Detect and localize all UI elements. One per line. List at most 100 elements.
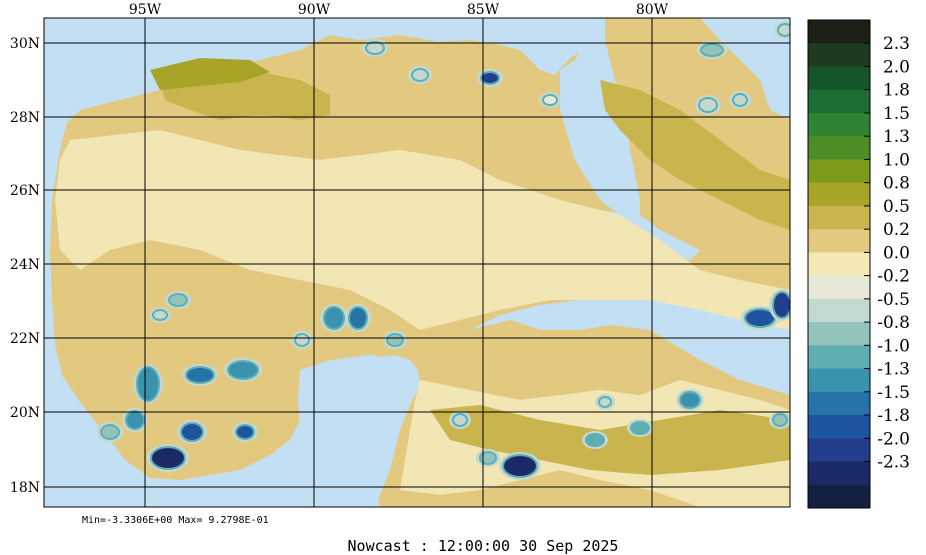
- colorbar-swatch: [808, 205, 870, 230]
- anomaly-core: [388, 335, 402, 345]
- min-max-stats: Min=-3.3306E+00 Max= 9.2798E-01: [82, 515, 269, 526]
- colorbar-label: 1.8: [883, 81, 910, 101]
- anomaly-core: [544, 96, 556, 104]
- anomaly-core: [481, 453, 495, 463]
- anomaly-core: [367, 43, 383, 53]
- anomaly-core: [138, 368, 158, 400]
- latitude-label: 18N: [10, 480, 40, 496]
- field-patch-louisiana: [150, 58, 270, 90]
- colorbar-swatch: [808, 43, 870, 67]
- anomaly-core: [296, 335, 308, 345]
- colorbar-label: -1.5: [877, 383, 910, 403]
- latitude-label: 24N: [10, 257, 40, 273]
- anomaly-core: [482, 73, 498, 83]
- longitude-label: 85W: [467, 2, 500, 18]
- negative-anomaly-blobs: [97, 21, 790, 480]
- colorbar: 2.3 2.0 1.8 1.5 1.3 1.0 0.8 0.5 0.2 0.0 -0.2 -0.5 -0…: [807, 19, 910, 509]
- colorbar-label: -1.0: [877, 336, 910, 356]
- latitude-label: 28N: [10, 110, 40, 126]
- colorbar-swatch: [808, 461, 870, 486]
- bay-of-campeche: [298, 355, 415, 507]
- map-field: [44, 18, 790, 507]
- anomaly-core: [702, 45, 722, 55]
- colorbar-label: 2.3: [883, 34, 910, 54]
- colorbar-label: -1.8: [877, 406, 910, 426]
- colorbar-label: 1.0: [883, 150, 910, 170]
- colorbar-swatch: [808, 66, 870, 91]
- anomaly-core: [325, 308, 343, 328]
- anomaly-core: [187, 368, 213, 382]
- field-band-central: [55, 130, 790, 330]
- anomaly-core: [170, 295, 186, 305]
- colorbar-label: -0.8: [877, 313, 910, 333]
- colorbar-label: -1.3: [877, 360, 910, 380]
- caribbean-water: [420, 290, 790, 395]
- colorbar-label: 0.2: [883, 220, 910, 240]
- anomaly-core: [681, 393, 699, 407]
- anomaly-core: [102, 426, 118, 438]
- latitude-label: 26N: [10, 183, 40, 199]
- anomaly-core: [154, 311, 166, 319]
- anomaly-core: [413, 70, 427, 80]
- colorbar-swatch: [808, 136, 870, 160]
- anomaly-core: [600, 398, 610, 406]
- anomaly-core: [700, 99, 716, 111]
- anomaly-core: [350, 308, 366, 328]
- colorbar-label: 2.0: [883, 57, 910, 77]
- anomaly-core: [587, 435, 603, 445]
- colorbar-swatch: [808, 368, 870, 393]
- latitude-labels: 30N 28N 26N 24N 22N 20N 18N: [10, 36, 40, 496]
- gulf-of-mexico: [44, 18, 605, 180]
- colorbar-swatch: [808, 112, 870, 137]
- colorbar-label: -2.0: [877, 429, 910, 449]
- longitude-label: 80W: [636, 2, 669, 18]
- anomaly-core: [774, 293, 790, 317]
- colorbar-swatch: [808, 345, 870, 370]
- latitude-label: 22N: [10, 331, 40, 347]
- anomaly-core: [152, 448, 184, 468]
- latitude-label: 20N: [10, 405, 40, 421]
- colorbar-swatch: [808, 438, 870, 463]
- anomaly-core: [632, 423, 648, 433]
- anomaly-core: [454, 415, 466, 425]
- anomaly-core: [182, 424, 202, 440]
- anomaly-core: [229, 362, 257, 378]
- colorbar-swatch: [808, 20, 870, 44]
- colorbar-frame: [807, 19, 871, 509]
- colorbar-label: 0.8: [883, 174, 910, 194]
- colorbar-label: 1.5: [883, 104, 910, 124]
- colorbar-label: -0.2: [877, 267, 910, 287]
- colorbar-swatch: [808, 182, 870, 207]
- nowcast-timestamp: Nowcast : 12:00:00 30 Sep 2025: [348, 537, 619, 555]
- anomaly-core: [746, 310, 774, 326]
- colorbar-swatch: [808, 275, 870, 300]
- anomaly-core: [237, 426, 253, 438]
- longitude-label: 95W: [129, 2, 162, 18]
- field-patch-cuba: [430, 405, 790, 475]
- colorbar-label: -0.5: [877, 290, 910, 310]
- longitude-labels: 95W 90W 85W 80W: [129, 2, 669, 18]
- colorbar-label: 1.3: [883, 127, 910, 147]
- colorbar-swatch: [808, 89, 870, 114]
- pacific-water: [44, 400, 305, 507]
- colorbar-swatch: [808, 484, 870, 509]
- colorbar-swatch: [808, 229, 870, 253]
- colorbar-label: -2.3: [877, 453, 910, 473]
- anomaly-core: [127, 412, 143, 428]
- anomaly-core: [774, 415, 786, 425]
- colorbar-swatch: [808, 252, 870, 277]
- colorbar-swatch: [808, 322, 870, 346]
- colorbar-swatch: [808, 159, 870, 184]
- longitude-label: 90W: [298, 2, 331, 18]
- colorbar-label: 0.5: [883, 197, 910, 217]
- anomaly-core: [779, 25, 790, 35]
- colorbar-swatch: [808, 298, 870, 323]
- plot-frame: [43, 17, 791, 508]
- anomaly-core: [734, 95, 746, 105]
- colorbar-label: 0.0: [883, 243, 910, 263]
- colorbar-swatch: [808, 415, 870, 439]
- anomaly-core: [504, 456, 536, 476]
- colorbar-swatch: [808, 391, 870, 416]
